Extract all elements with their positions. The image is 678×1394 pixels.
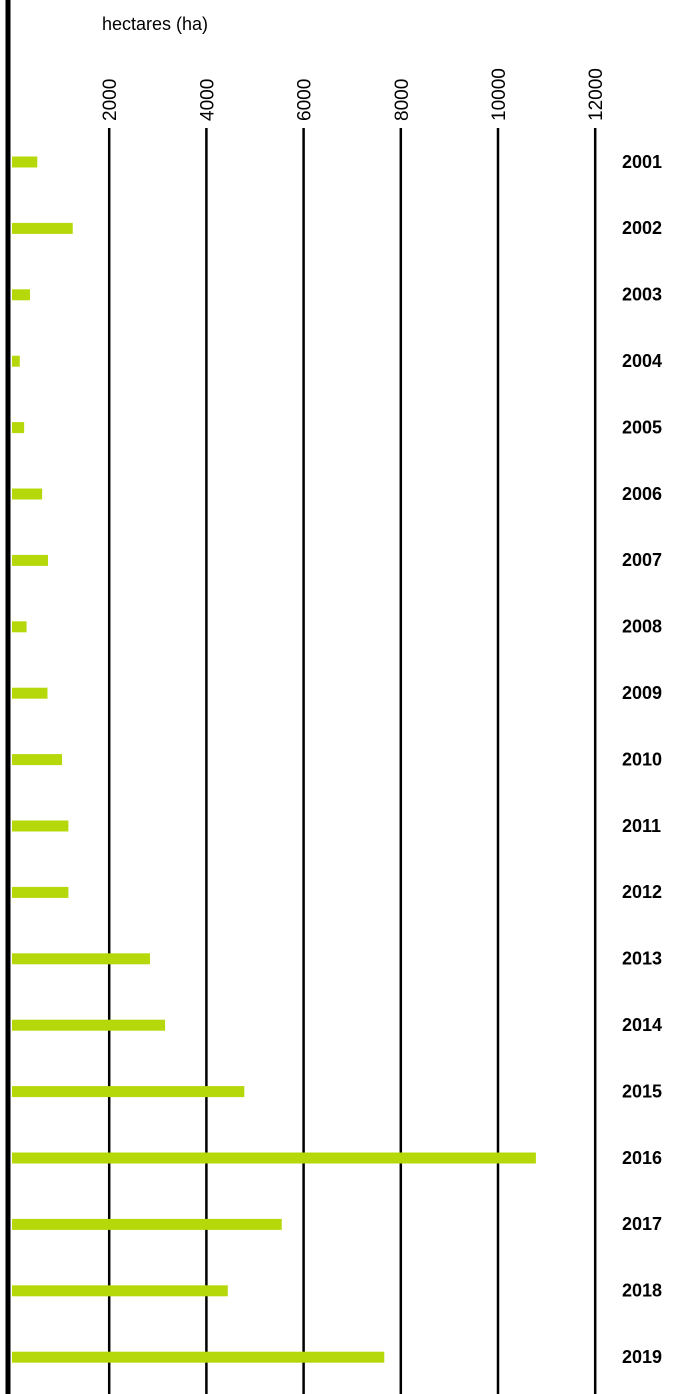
year-label-2015: 2015 <box>622 1081 662 1101</box>
year-label-2018: 2018 <box>622 1281 662 1301</box>
bar-2009 <box>12 687 48 699</box>
year-label-2005: 2005 <box>622 417 662 437</box>
bar-2014 <box>12 1019 166 1031</box>
year-label-2011: 2011 <box>622 816 661 836</box>
bar-2018 <box>12 1285 228 1297</box>
tick-label-8000: 8000 <box>392 79 413 121</box>
year-label-2014: 2014 <box>622 1015 662 1035</box>
year-label-2004: 2004 <box>622 351 662 371</box>
bar-2011 <box>12 820 69 832</box>
year-label-2013: 2013 <box>622 949 662 969</box>
bar-2017 <box>12 1218 282 1230</box>
bar-2008 <box>12 621 27 633</box>
year-label-2009: 2009 <box>622 683 662 703</box>
year-label-2002: 2002 <box>622 218 662 238</box>
bar-2005 <box>12 422 25 434</box>
bar-2010 <box>12 754 63 766</box>
year-label-2003: 2003 <box>622 285 662 305</box>
bar-2006 <box>12 488 43 500</box>
bar-2019 <box>12 1351 385 1363</box>
year-label-2006: 2006 <box>622 484 662 504</box>
tick-label-4000: 4000 <box>197 79 218 121</box>
tick-label-10000: 10000 <box>489 68 510 121</box>
year-label-2017: 2017 <box>622 1214 662 1234</box>
bar-2007 <box>12 554 48 566</box>
tick-label-2000: 2000 <box>100 79 121 121</box>
year-label-2001: 2001 <box>622 152 662 172</box>
tick-label-6000: 6000 <box>295 79 316 121</box>
bar-2012 <box>12 886 69 898</box>
year-label-2007: 2007 <box>622 550 662 570</box>
bar-2015 <box>12 1086 245 1098</box>
bar-2013 <box>12 953 151 965</box>
year-label-2019: 2019 <box>622 1347 662 1367</box>
year-label-2016: 2016 <box>622 1148 662 1168</box>
axis-unit-label: hectares (ha) <box>102 14 209 34</box>
year-label-2008: 2008 <box>622 617 662 637</box>
year-label-2012: 2012 <box>622 882 662 902</box>
bar-2002 <box>12 222 73 234</box>
bar-2004 <box>12 355 20 367</box>
year-label-2010: 2010 <box>622 749 662 769</box>
bar-2003 <box>12 289 30 301</box>
bar-2001 <box>12 156 38 168</box>
bar-2016 <box>12 1152 536 1164</box>
tick-label-12000: 12000 <box>586 68 607 121</box>
